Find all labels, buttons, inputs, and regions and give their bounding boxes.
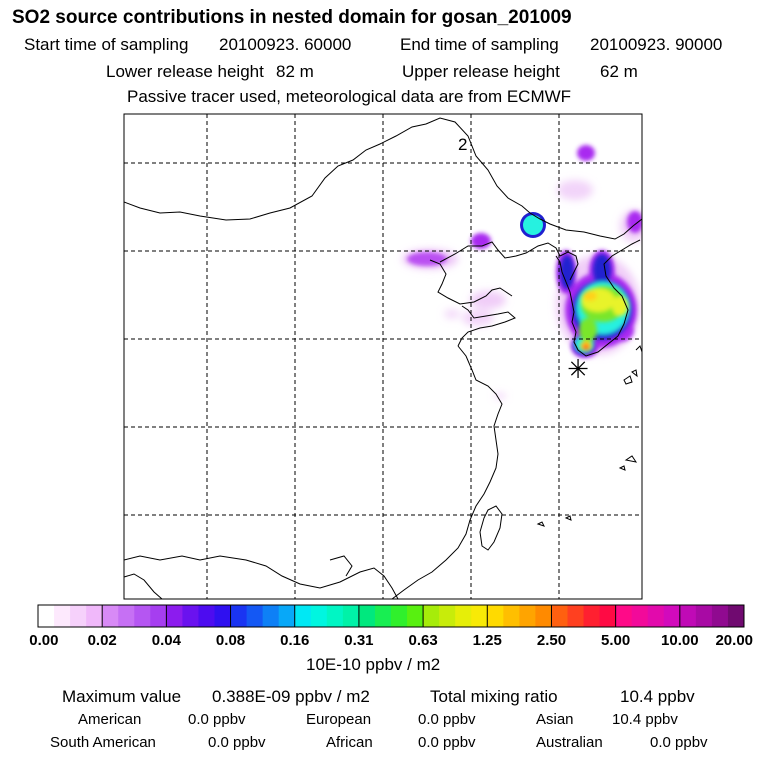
colorbar-swatch [166,605,183,627]
lower-height-label: Lower release height [106,62,264,81]
colorbar-tick-label: 0.08 [215,632,246,649]
australian-value: 0.0 ppbv [650,734,708,751]
colorbar-tick-label: 20.00 [715,632,754,649]
colorbar-swatch [374,605,392,627]
max-value-label: Maximum value [62,687,182,706]
colorbar-swatch [134,605,151,627]
upper-height-value: 62 m [600,62,638,81]
american-label: American [78,711,142,728]
total-mixing-value: 10.4 ppbv [620,687,695,706]
colorbar-swatch [503,605,520,627]
colorbar-swatch [38,605,55,627]
end-time-label: End time of sampling [400,35,559,54]
australian-label: Australian [536,734,603,751]
colorbar-tick-label: 0.63 [408,632,438,649]
colorbar-swatch [70,605,87,627]
african-label: African [326,734,373,751]
colorbar-swatch [407,605,424,627]
end-time-value: 20100923. 90000 [590,35,723,54]
colorbar-unit: 10E-10 ppbv / m2 [306,655,441,674]
colorbar-swatch [326,605,344,627]
colorbar-swatch [583,605,601,627]
colorbar-swatch [262,605,280,627]
european-label: European [306,711,372,728]
colorbar-swatch [198,605,215,627]
colorbar [38,605,745,627]
colorbar-swatch [246,605,264,627]
colorbar-swatch [663,605,681,627]
colorbar-swatch [487,605,504,627]
colorbar-swatch [214,605,232,627]
colorbar-swatch [439,605,456,627]
colorbar-swatch [294,605,312,627]
receptor-star-icon: ✳ [567,355,589,385]
colorbar-swatch [54,605,71,627]
colorbar-swatch [615,605,633,627]
coastlines [124,117,642,599]
colorbar-tick-label: 10.00 [661,632,699,649]
colorbar-swatch [150,605,167,627]
asian-label: Asian [536,711,574,728]
colorbar-swatch [423,605,440,627]
asian-value: 10.4 ppbv [612,711,678,728]
map-frame [123,113,643,600]
colorbar-swatch [631,605,649,627]
colorbar-tick-label: 0.31 [344,632,374,649]
american-value: 0.0 ppbv [188,711,246,728]
colorbar-swatch [358,605,376,627]
african-value: 0.0 ppbv [418,734,476,751]
european-value: 0.0 ppbv [418,711,476,728]
south-american-label: South American [50,734,156,751]
colorbar-swatch [599,605,617,627]
colorbar-swatch [647,605,665,627]
colorbar-tick-label: 1.25 [472,632,502,649]
colorbar-swatch [86,605,103,627]
colorbar-swatch [519,605,536,627]
colorbar-swatch [391,605,408,627]
south-american-value: 0.0 ppbv [208,734,266,751]
colorbar-swatch [102,605,119,627]
max-value: 0.388E-09 ppbv / m2 [212,687,370,706]
colorbar-tick-label: 0.16 [280,632,310,649]
colorbar-swatch [471,605,488,627]
plume-cyan-spot-north [523,215,543,235]
colorbar-swatch [230,605,248,627]
colorbar-swatch [551,605,568,627]
colorbar-swatch [711,605,729,627]
lower-height-value: 82 m [276,62,314,81]
colorbar-swatch [342,605,360,627]
colorbar-ticks [37,605,745,627]
colorbar-tick-label: 0.04 [151,632,181,649]
colorbar-swatch [278,605,296,627]
plot-title: SO2 source contributions in nested domai… [12,7,572,28]
start-time-value: 20100923. 60000 [219,35,352,54]
colorbar-tick-label: 0.02 [87,632,117,649]
upper-height-label: Upper release height [402,62,560,81]
colorbar-tick-label: 0.00 [29,632,59,649]
colorbar-swatch [535,605,552,627]
total-mixing-label: Total mixing ratio [430,687,558,706]
start-time-label: Start time of sampling [24,35,189,54]
map-panel [124,114,642,599]
tracer-note: Passive tracer used, meteorological data… [127,87,572,106]
colorbar-swatch [679,605,697,627]
colorbar-swatch [182,605,199,627]
colorbar-swatch [118,605,135,627]
colorbar-swatch [567,605,585,627]
colorbar-swatch [455,605,472,627]
colorbar-swatch [727,605,745,627]
lat-lon-grid [124,114,642,599]
colorbar-swatch [310,605,328,627]
colorbar-swatch [695,605,713,627]
colorbar-tick-label: 2.50 [536,632,567,649]
colorbar-tick-label: 5.00 [601,632,631,649]
grid-label: 2 [458,135,467,154]
